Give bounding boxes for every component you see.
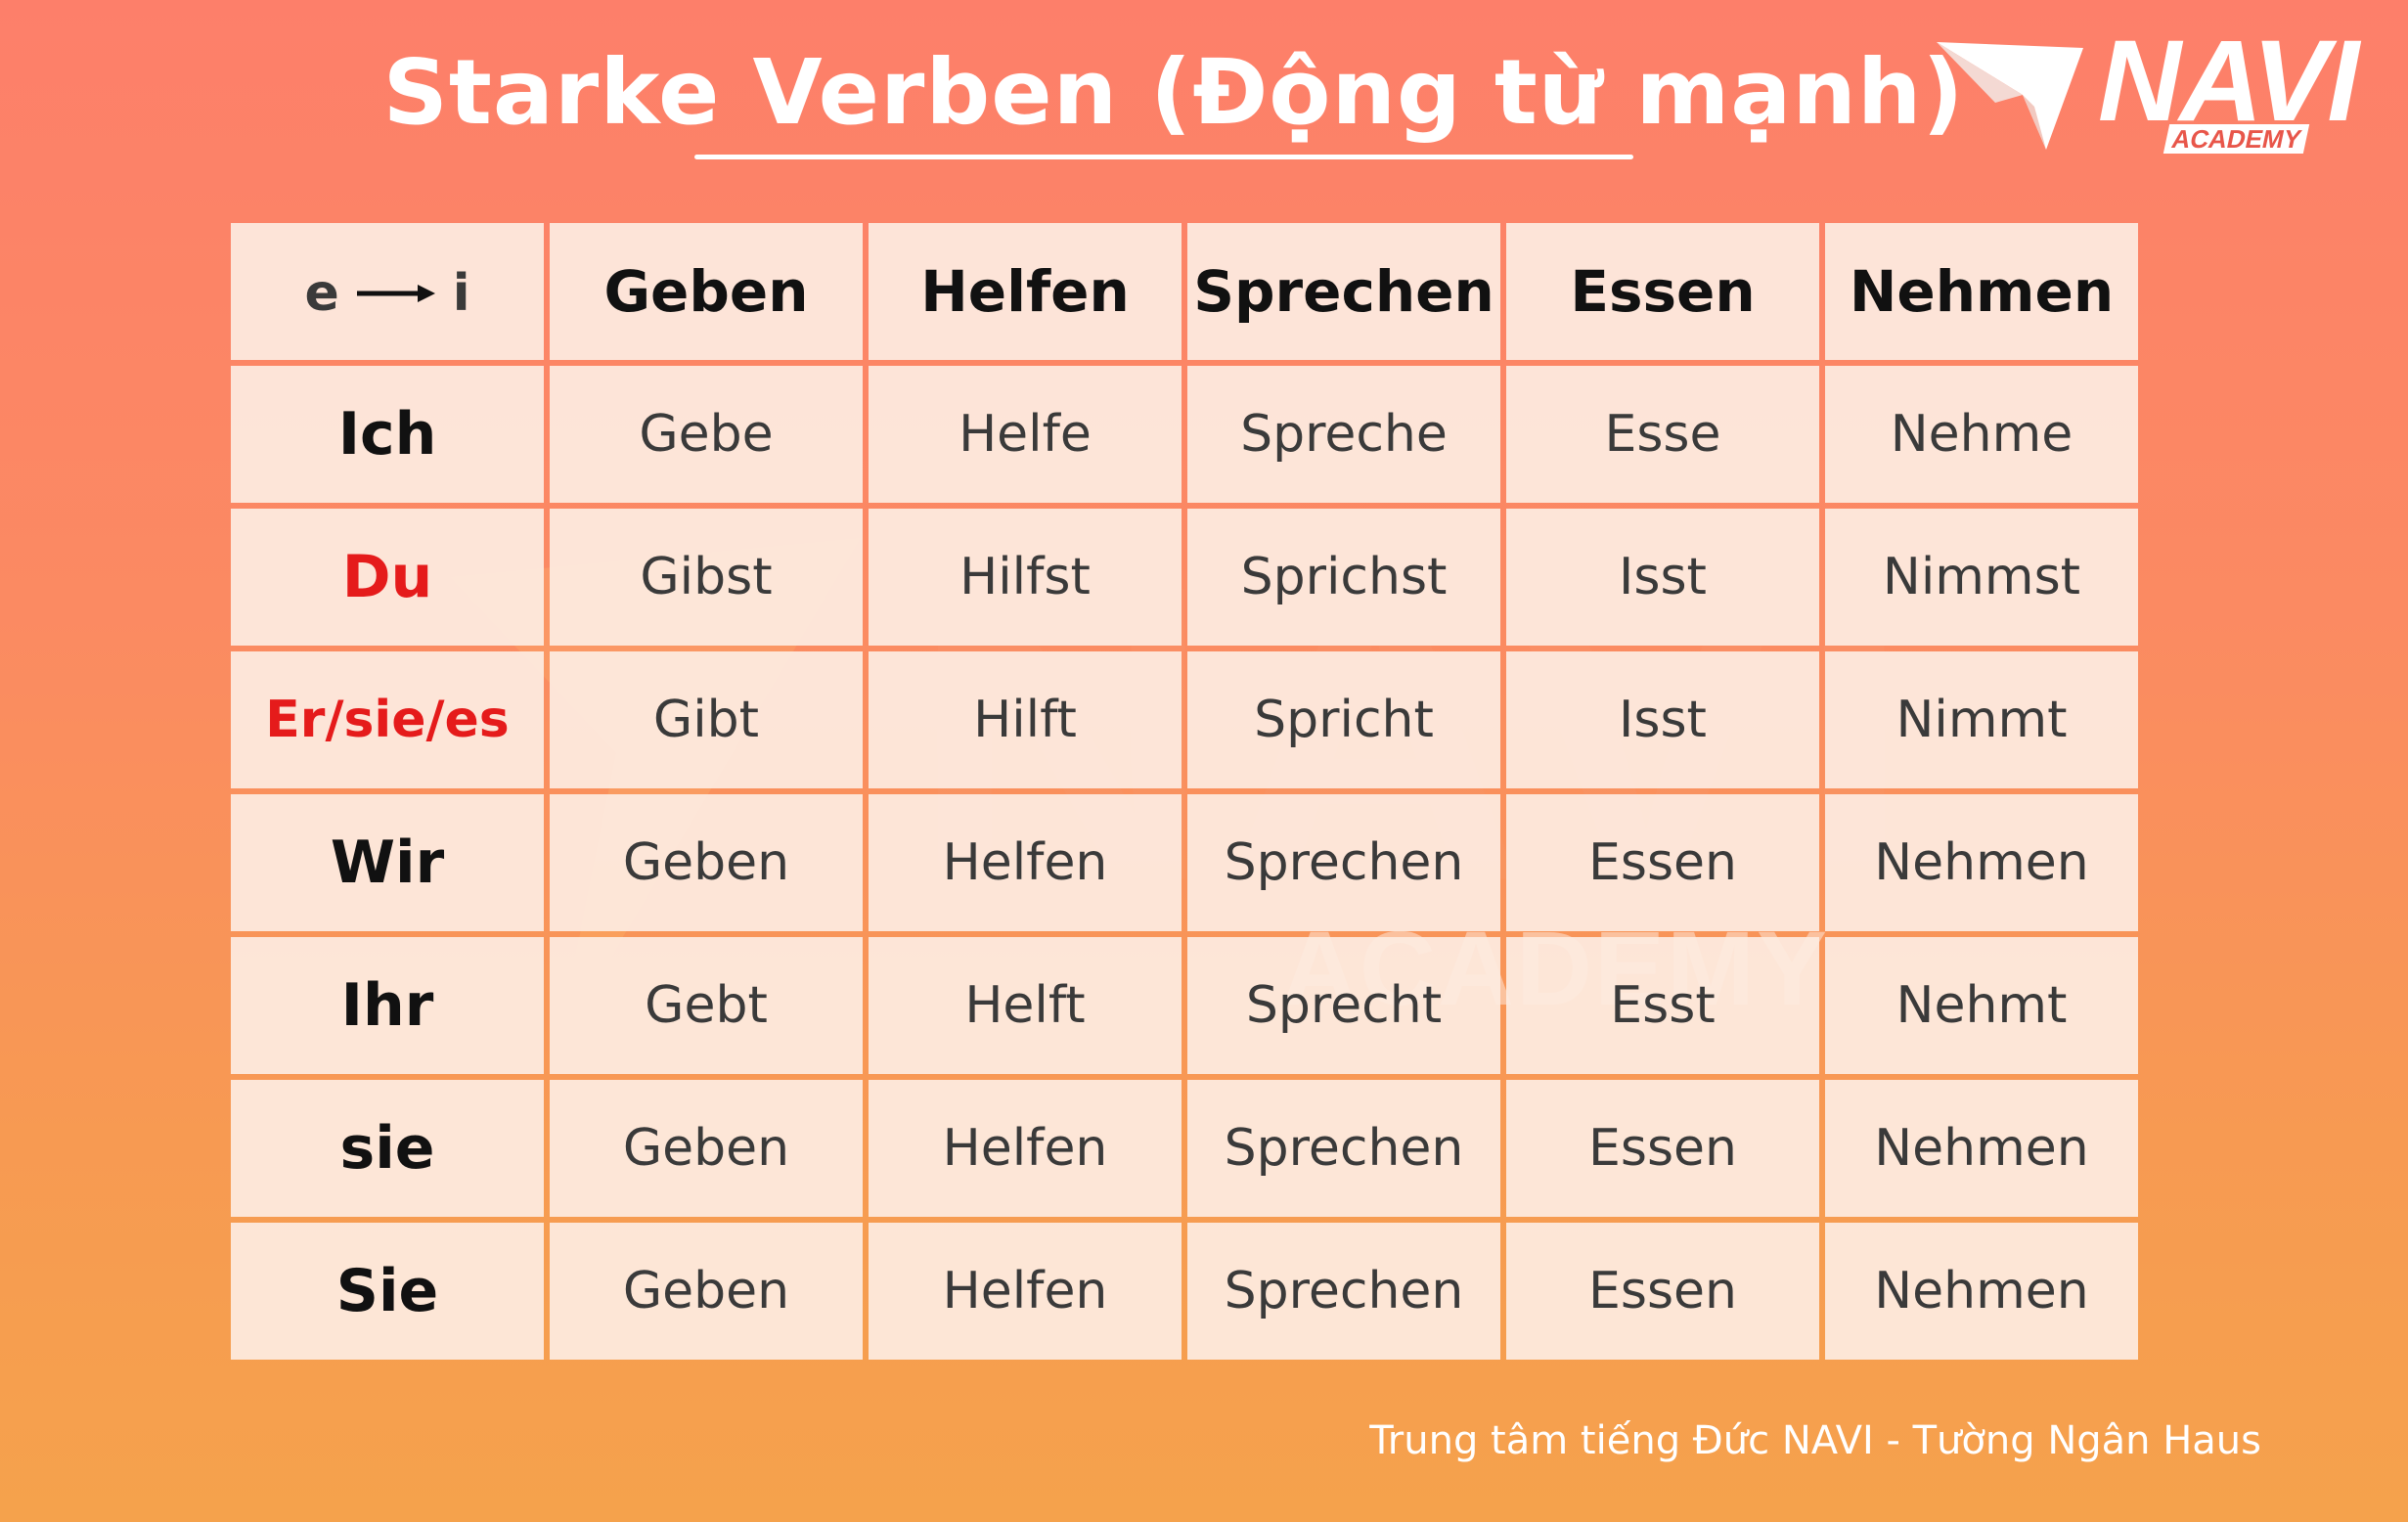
verb-form-cell: Nehmen	[1825, 794, 2138, 931]
verb-form-cell: Essen	[1506, 1080, 1819, 1217]
pronoun-cell: Du	[231, 509, 544, 646]
column-header-geben: Geben	[550, 223, 863, 360]
logo-badge: ACADEMY	[2163, 124, 2310, 154]
table-row: Er/sie/es Gibt Hilft Spricht Isst Nimmt	[231, 651, 2138, 788]
pronoun-cell: Ihr	[231, 937, 544, 1074]
logo-text: NAVI	[2098, 17, 2359, 146]
verb-form-cell: Nimmt	[1825, 651, 2138, 788]
navi-academy-logo: NAVI ACADEMY	[1937, 22, 2359, 161]
verb-form-cell: Essen	[1506, 794, 1819, 931]
verb-form-cell: Esst	[1506, 937, 1819, 1074]
verb-form-cell: Nehme	[1825, 366, 2138, 503]
column-header-helfen: Helfen	[869, 223, 1182, 360]
vowel-to: i	[452, 263, 470, 323]
page-title: Starke Verben (Động từ mạnh)	[382, 40, 1965, 145]
verb-form-cell: Sprechen	[1187, 794, 1500, 931]
pronoun-cell: Er/sie/es	[231, 651, 544, 788]
verb-form-cell: Hilft	[869, 651, 1182, 788]
pronoun-cell: Wir	[231, 794, 544, 931]
verb-form-cell: Gebe	[550, 366, 863, 503]
verb-form-cell: Helft	[869, 937, 1182, 1074]
verb-form-cell: Gebt	[550, 937, 863, 1074]
verb-form-cell: Nimmst	[1825, 509, 2138, 646]
verb-form-cell: Geben	[550, 1080, 863, 1217]
verb-form-cell: Isst	[1506, 651, 1819, 788]
verb-form-cell: Sprechen	[1187, 1223, 1500, 1360]
vowel-from: e	[304, 263, 339, 323]
table-row: Ich Gebe Helfe Spreche Esse Nehme	[231, 366, 2138, 503]
verb-form-cell: Nehmt	[1825, 937, 2138, 1074]
verb-form-cell: Esse	[1506, 366, 1819, 503]
table-row: Wir Geben Helfen Sprechen Essen Nehmen	[231, 794, 2138, 931]
footer-credit: Trung tâm tiếng Đức NAVI - Tường Ngân Ha…	[1369, 1418, 2261, 1463]
table-row: sie Geben Helfen Sprechen Essen Nehmen	[231, 1080, 2138, 1217]
verb-form-cell: Spreche	[1187, 366, 1500, 503]
pronoun-cell: sie	[231, 1080, 544, 1217]
verb-form-cell: Nehmen	[1825, 1223, 2138, 1360]
verb-form-cell: Spricht	[1187, 651, 1500, 788]
verb-form-cell: Gibt	[550, 651, 863, 788]
pronoun-cell: Ich	[231, 366, 544, 503]
verb-form-cell: Essen	[1506, 1223, 1819, 1360]
verb-form-cell: Sprechen	[1187, 1080, 1500, 1217]
table-row: Ihr Gebt Helft Sprecht Esst Nehmt	[231, 937, 2138, 1074]
column-header-nehmen: Nehmen	[1825, 223, 2138, 360]
paper-plane-icon	[1937, 42, 2083, 150]
right-arrow-icon	[356, 284, 435, 302]
verb-form-cell: Helfen	[869, 1080, 1182, 1217]
verb-form-cell: Sprecht	[1187, 937, 1500, 1074]
title-underline	[694, 155, 1633, 159]
table-row: Sie Geben Helfen Sprechen Essen Nehmen	[231, 1223, 2138, 1360]
column-header-sprechen: Sprechen	[1187, 223, 1500, 360]
verb-form-cell: Nehmen	[1825, 1080, 2138, 1217]
verb-form-cell: Helfe	[869, 366, 1182, 503]
verb-form-cell: Helfen	[869, 794, 1182, 931]
verb-form-cell: Gibst	[550, 509, 863, 646]
table-row: Du Gibst Hilfst Sprichst Isst Nimmst	[231, 509, 2138, 646]
verb-form-cell: Geben	[550, 794, 863, 931]
pronoun-cell: Sie	[231, 1223, 544, 1360]
verb-form-cell: Hilfst	[869, 509, 1182, 646]
verb-form-cell: Geben	[550, 1223, 863, 1360]
column-header-essen: Essen	[1506, 223, 1819, 360]
verb-form-cell: Helfen	[869, 1223, 1182, 1360]
verb-form-cell: Sprichst	[1187, 509, 1500, 646]
verb-form-cell: Isst	[1506, 509, 1819, 646]
